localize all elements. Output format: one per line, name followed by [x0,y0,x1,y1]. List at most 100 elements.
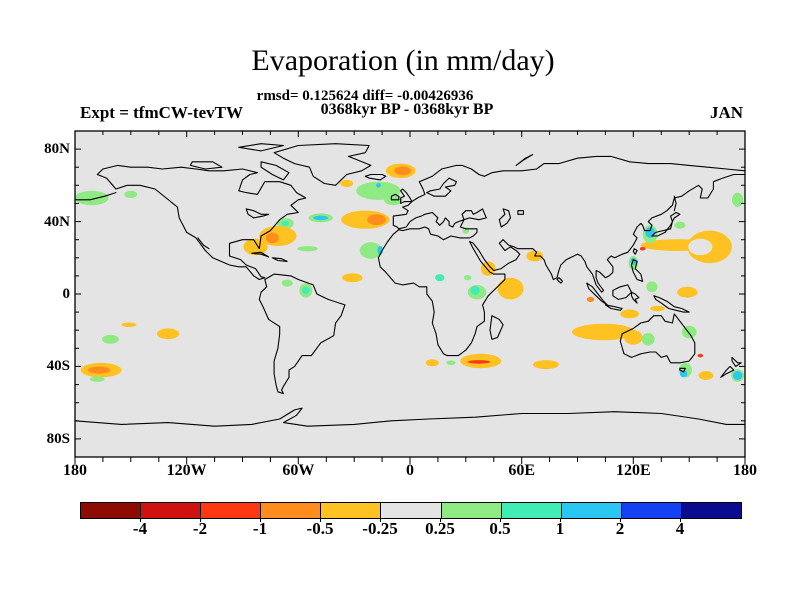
coastline [731,356,742,367]
anomaly-patch [586,296,595,303]
anomaly-patch [102,334,119,344]
colorbar-tick [260,518,261,522]
month-label: JAN [709,103,743,122]
coastline [75,407,745,427]
coastline [96,164,307,281]
anomaly-patch [497,277,524,300]
anomaly-patch [124,190,138,198]
lon-label-60W: 60W [282,462,315,479]
colorbar-label--2: -2 [192,519,208,538]
coastline [258,273,346,395]
anomaly-patch [376,183,381,188]
coastline [673,195,677,212]
anomaly-patch [639,246,646,251]
coastline [273,143,372,186]
coastline [260,161,290,181]
anomaly-patch [89,376,105,382]
anomaly-patch [425,359,439,367]
coastline [245,208,270,219]
anomaly-patch [367,214,386,226]
colorbar-tick [200,518,201,522]
coastline [632,248,638,255]
anomaly-patches-layer [75,163,745,382]
anomaly-patch [243,238,268,256]
anomaly-patch [75,190,109,206]
colorbar-cell-7 [501,503,562,518]
coastline [189,161,223,170]
colorbar-cell-4 [321,503,382,518]
anomaly-patch [674,221,686,229]
coastline [489,315,504,340]
colorbar-label-1: 1 [555,519,565,538]
anomaly-patch [467,360,491,364]
lon-label-120E: 120E [615,462,651,479]
anomaly-patch [446,360,456,366]
coastline [630,291,640,304]
anomaly-patch [650,305,665,312]
colorbar-cell-8 [561,503,622,518]
anomaly-patch [688,238,713,256]
lon-label-120W: 120W [166,462,207,479]
colorbar-label--1: -1 [252,519,268,538]
colorbar-cell-0 [81,503,142,518]
anomaly-patch [480,261,496,276]
coastline [515,153,534,166]
coastline [498,208,512,228]
axis-ticks [74,131,746,464]
coastline [651,211,681,237]
anomaly-patch [677,286,698,298]
anomaly-patch [377,246,384,255]
anomaly-patch [732,371,743,380]
coastline [517,210,525,215]
coastline [612,284,633,300]
colorbar-tick [560,518,561,522]
lon-label-180: 180 [733,462,757,479]
coastlines-layer [75,143,745,427]
lat-label-80S: 80S [46,430,70,447]
colorbar-tick [680,518,681,522]
chart-title: Evaporation (in mm/day) [251,44,555,77]
colorbar-tick [620,518,621,522]
colorbar [80,502,742,519]
colorbar-cell-9 [621,503,682,518]
coastline [251,251,270,258]
coastline [364,173,387,181]
lat-label-0: 0 [62,286,71,302]
lon-label-60E: 60E [508,462,535,479]
anomaly-patch [435,274,445,282]
colorbar-label-4: 4 [675,519,685,538]
coastline [619,313,696,364]
colorbar-label--0.25: -0.25 [362,519,398,538]
anomaly-patch [464,275,472,281]
colorbar-tick [440,518,441,522]
anomaly-patch [470,285,480,295]
stats-line: rmsd= 0.125624 diff= -0.00426936 [256,88,474,104]
lon-label-0: 0 [406,462,414,479]
anomaly-patch [88,366,111,374]
anomaly-patch [641,333,655,346]
colorbar-cell-3 [261,503,322,518]
coastline [271,257,288,262]
coastline [679,367,686,373]
lon-label-180: 180 [63,462,87,479]
anomaly-patch [121,322,137,328]
anomaly-patch [340,179,354,188]
colorbar-cell-2 [201,503,262,518]
colorbar-cell-1 [141,503,202,518]
coastline [556,277,564,284]
coastline [604,304,623,311]
coastline [720,365,735,378]
anomaly-patch [359,242,383,259]
coastline [377,155,745,357]
anomaly-patch [156,328,180,340]
anomaly-patch [732,192,744,207]
anomaly-patch [624,330,643,345]
coastline [75,192,117,201]
coastline [630,259,644,282]
colorbar-cell-5 [381,503,442,518]
map-background [75,131,745,457]
colorbar-label-0.5: 0.5 [489,519,511,538]
colorbar-tick [320,518,321,522]
colorbar-tick [500,518,501,522]
